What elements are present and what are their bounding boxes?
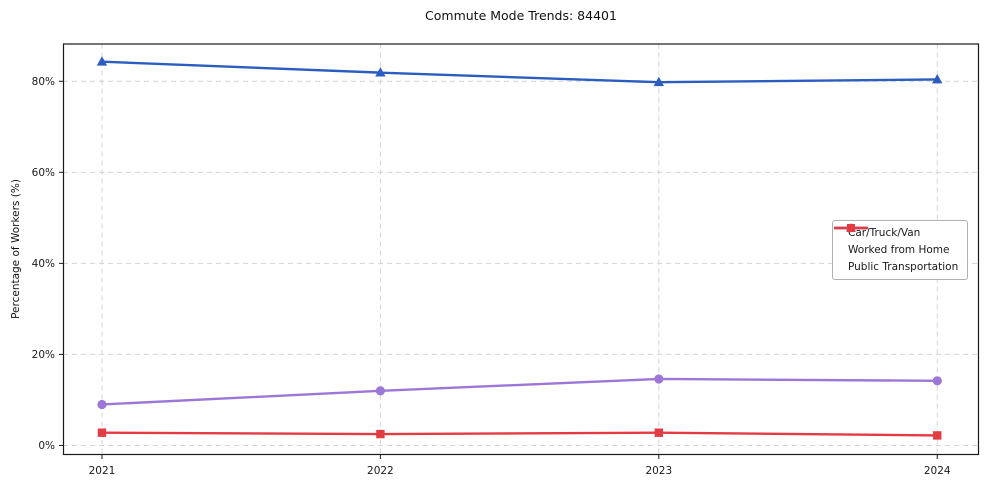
series-public-transportation-marker [376,429,385,439]
x-tick-label: 2021 [89,465,116,477]
series-car-truck-van-marker [375,67,386,77]
y-tick-label: 80% [32,76,55,88]
series-car-truck-van-marker [96,56,108,66]
legend-item-worked-from-home: Worked from Home [834,223,958,257]
x-tick-label: 2023 [645,465,672,477]
series-worked-from-home-marker [375,386,385,396]
chart-title: Commute Mode Trends: 84401 [425,8,617,23]
series-line-public-transportation [100,431,939,437]
x-tick-label: 2022 [367,465,394,477]
series-worked-from-home-marker [932,376,942,386]
series-worked-from-home-marker [654,374,664,384]
y-tick-label: 20% [32,349,55,361]
series-public-transportation-marker [654,428,664,437]
legend-item-public-transportation: Public Transportation [834,224,959,274]
series-line-car-truck-van [100,60,939,84]
series-public-transportation-marker [933,431,942,440]
y-tick-label: 40% [32,258,55,270]
legend-label: Public Transportation [848,261,959,273]
legend-label: Car/Truck/Van [848,227,921,239]
series-car-truck-van-marker [653,76,665,87]
square-swatch-icon [834,224,868,232]
plot-border [62,43,980,456]
series-car-truck-van-marker [932,74,943,84]
series-public-transportation-marker [97,428,107,437]
legend: Car/Truck/Van Worked from Home Public Tran… [832,220,969,280]
series-line-worked-from-home [100,377,939,406]
x-tick-label: 2024 [924,465,951,477]
legend-label: Worked from Home [848,244,950,256]
y-tick-label: 0% [38,440,55,452]
y-tick-label: 60% [32,167,55,179]
series-worked-from-home-marker [97,399,107,410]
